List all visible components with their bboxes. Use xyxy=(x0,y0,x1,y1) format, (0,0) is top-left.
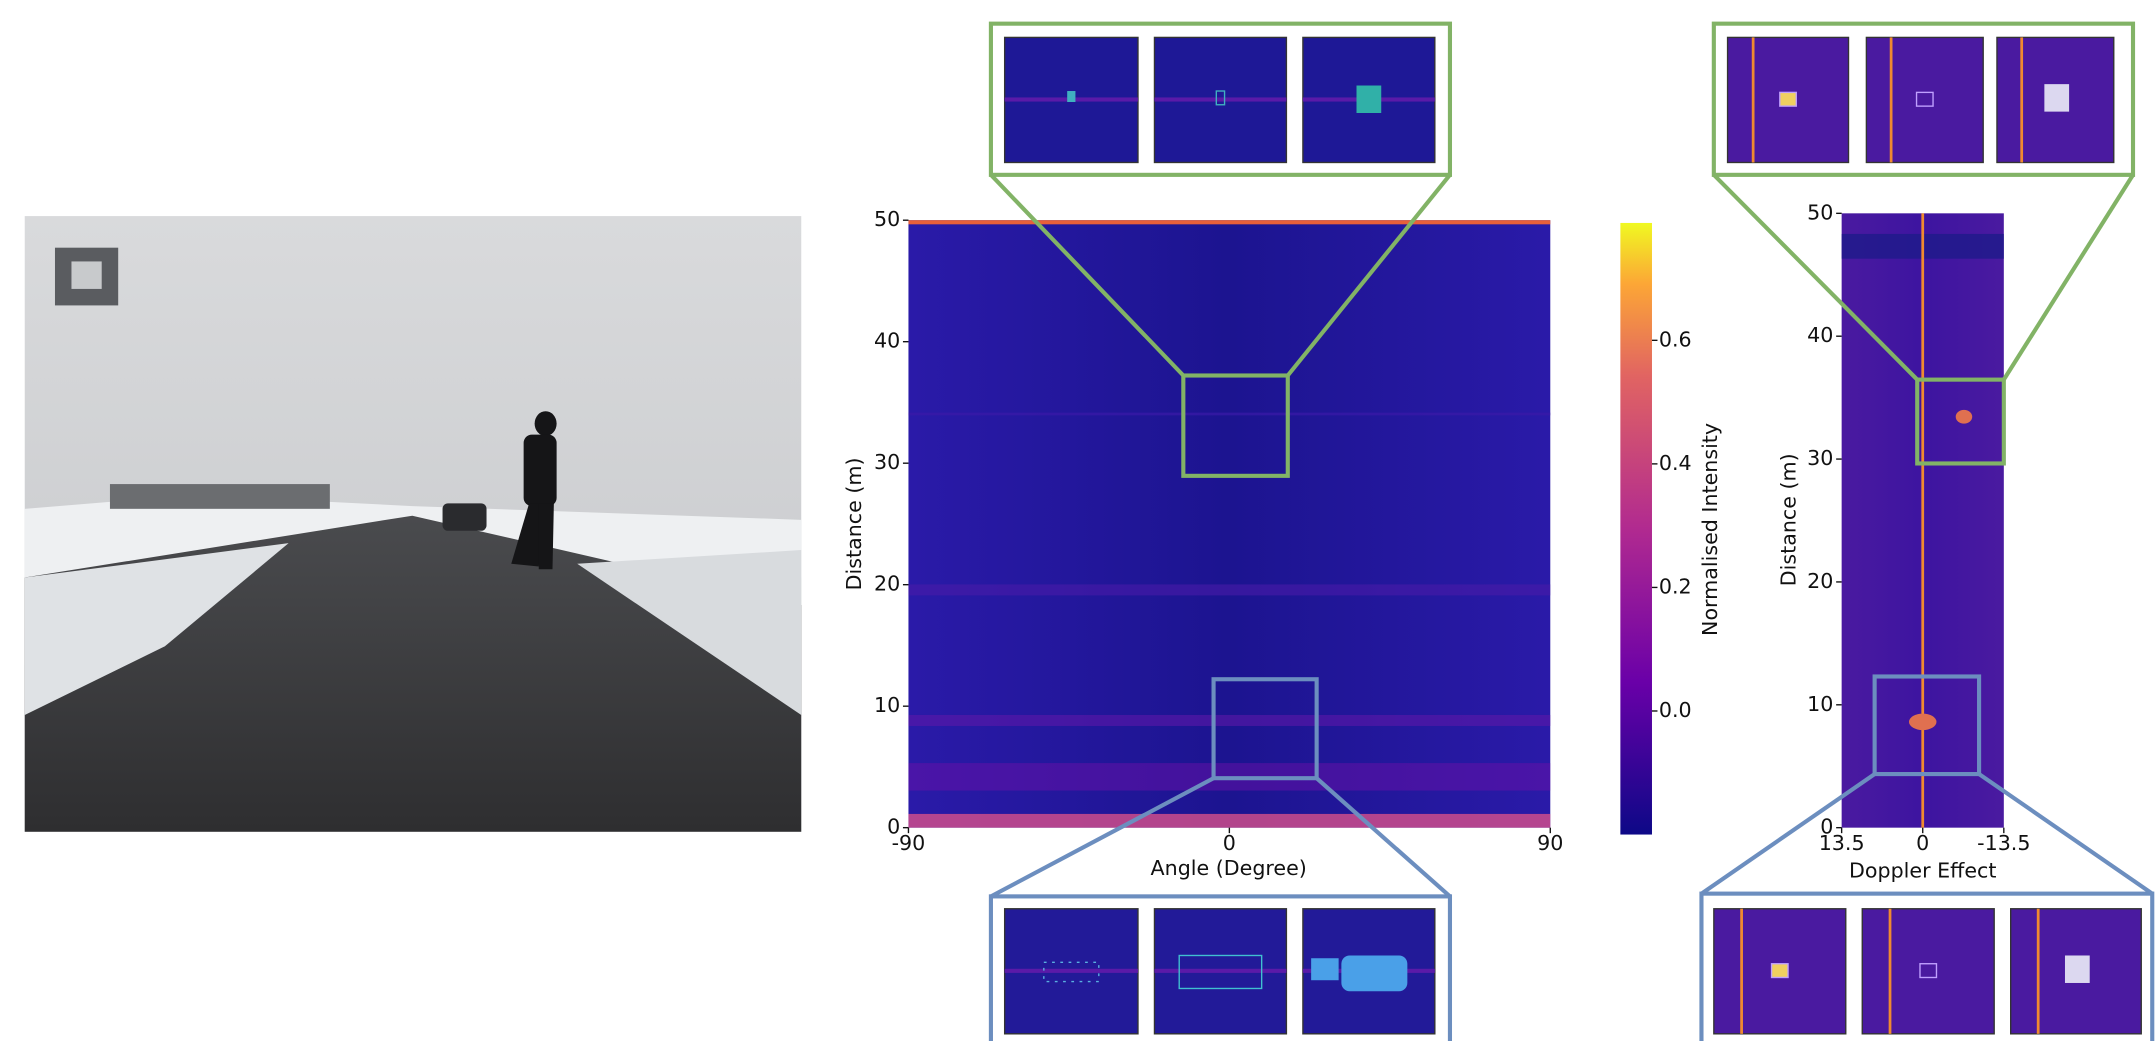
inset-stripe xyxy=(1889,909,1892,1034)
x-axis-label: Doppler Effect xyxy=(1849,859,1996,883)
inset-stripe xyxy=(1890,37,1893,162)
colorbar-tick-label: 0.4 xyxy=(1659,451,1692,475)
inset-stripe xyxy=(2037,909,2040,1034)
x-tick-label: 90 xyxy=(1537,831,1563,855)
y-tick-label: 30 xyxy=(874,450,900,474)
inset-mark xyxy=(1356,86,1381,113)
y-tick-label: 10 xyxy=(1807,692,1833,716)
x-tick-label: 0 xyxy=(1916,831,1929,855)
inset-mark xyxy=(1311,958,1338,980)
inset-stripe xyxy=(1154,969,1286,973)
inset-stripe xyxy=(1740,909,1743,1034)
x-axis-label: Angle (Degree) xyxy=(1151,856,1307,880)
y-tick-label: 30 xyxy=(1807,446,1833,470)
inset-tile xyxy=(1866,37,1983,162)
y-tick-label: 40 xyxy=(1807,323,1833,347)
y-tick-label: 20 xyxy=(874,572,900,596)
y-tick-label: 50 xyxy=(874,207,900,231)
y-tick-label: 20 xyxy=(1807,569,1833,593)
inset-stripe xyxy=(1154,97,1286,101)
colorbar-tick-label: 0.6 xyxy=(1659,327,1692,351)
inset-mark xyxy=(1772,964,1788,978)
colorbar-label: Normalised Intensity xyxy=(1698,423,1722,636)
page: Angle (Degree) Distance (m) Normalised I… xyxy=(0,0,2155,1041)
colorbar-tick-label: 0.2 xyxy=(1659,574,1692,598)
inset-mark xyxy=(1067,91,1075,102)
inset-mark xyxy=(1341,955,1407,991)
y-tick-label: 40 xyxy=(874,329,900,353)
x-tick-label: -13.5 xyxy=(1977,831,2030,855)
inset-mark xyxy=(2065,955,2090,982)
y-axis-label: Distance (m) xyxy=(842,458,866,591)
inset-stripe xyxy=(1005,969,1138,973)
inset-mark xyxy=(1780,92,1796,106)
range-angle-map xyxy=(908,220,1550,827)
colorbar xyxy=(1620,223,1652,835)
y-axis-label: Distance (m) xyxy=(1776,453,1800,586)
camera-photo xyxy=(25,216,802,832)
y-tick-label: 50 xyxy=(1807,200,1833,224)
inset-tile xyxy=(1862,909,1994,1034)
colorbar-tick-label: 0.0 xyxy=(1659,698,1692,722)
inset-mark xyxy=(2044,84,2069,111)
y-tick-label: 0 xyxy=(887,815,900,839)
figure: Angle (Degree) Distance (m) Normalised I… xyxy=(0,0,2155,1041)
y-tick-label: 0 xyxy=(1820,815,1833,839)
y-tick-label: 10 xyxy=(874,693,900,717)
x-tick-label: 0 xyxy=(1223,831,1236,855)
inset-stripe xyxy=(2020,37,2023,162)
inset-stripe xyxy=(1752,37,1755,162)
